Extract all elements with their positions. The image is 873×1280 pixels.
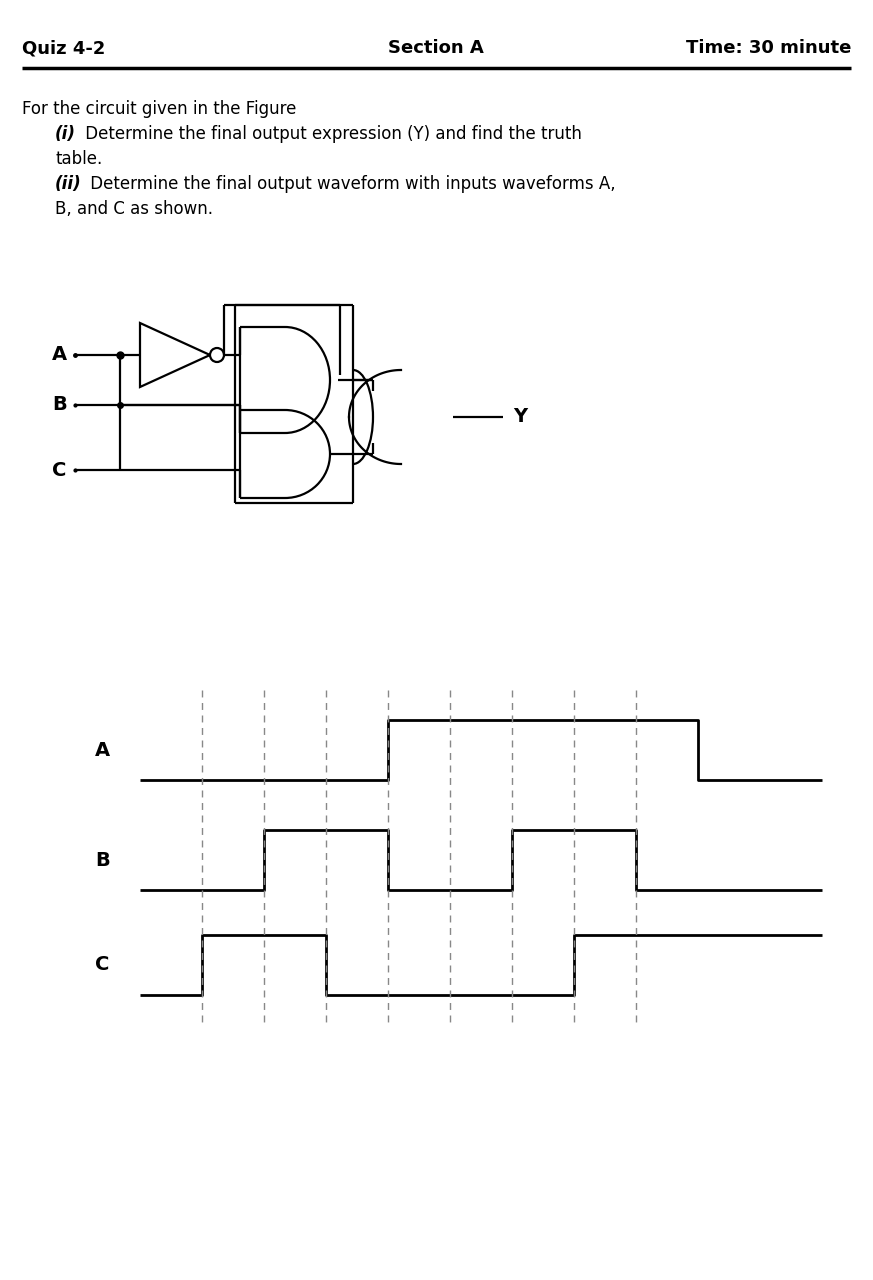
Text: Determine the final output expression (Y) and find the truth: Determine the final output expression (Y… bbox=[80, 125, 582, 143]
Text: A: A bbox=[52, 346, 67, 365]
Text: C: C bbox=[95, 955, 109, 974]
Text: B: B bbox=[52, 396, 66, 415]
Text: Time: 30 minute: Time: 30 minute bbox=[685, 38, 851, 58]
Text: B, and C as shown.: B, and C as shown. bbox=[55, 200, 213, 218]
Text: B: B bbox=[95, 850, 110, 869]
Text: Y: Y bbox=[513, 407, 527, 426]
Text: C: C bbox=[52, 461, 66, 480]
Text: A: A bbox=[95, 741, 110, 759]
Text: Quiz 4-2: Quiz 4-2 bbox=[22, 38, 106, 58]
Text: (i): (i) bbox=[55, 125, 76, 143]
Text: Determine the final output waveform with inputs waveforms A,: Determine the final output waveform with… bbox=[85, 175, 615, 193]
Text: table.: table. bbox=[55, 150, 102, 168]
Text: Section A: Section A bbox=[388, 38, 484, 58]
Text: For the circuit given in the Figure: For the circuit given in the Figure bbox=[22, 100, 296, 118]
Text: (ii): (ii) bbox=[55, 175, 82, 193]
